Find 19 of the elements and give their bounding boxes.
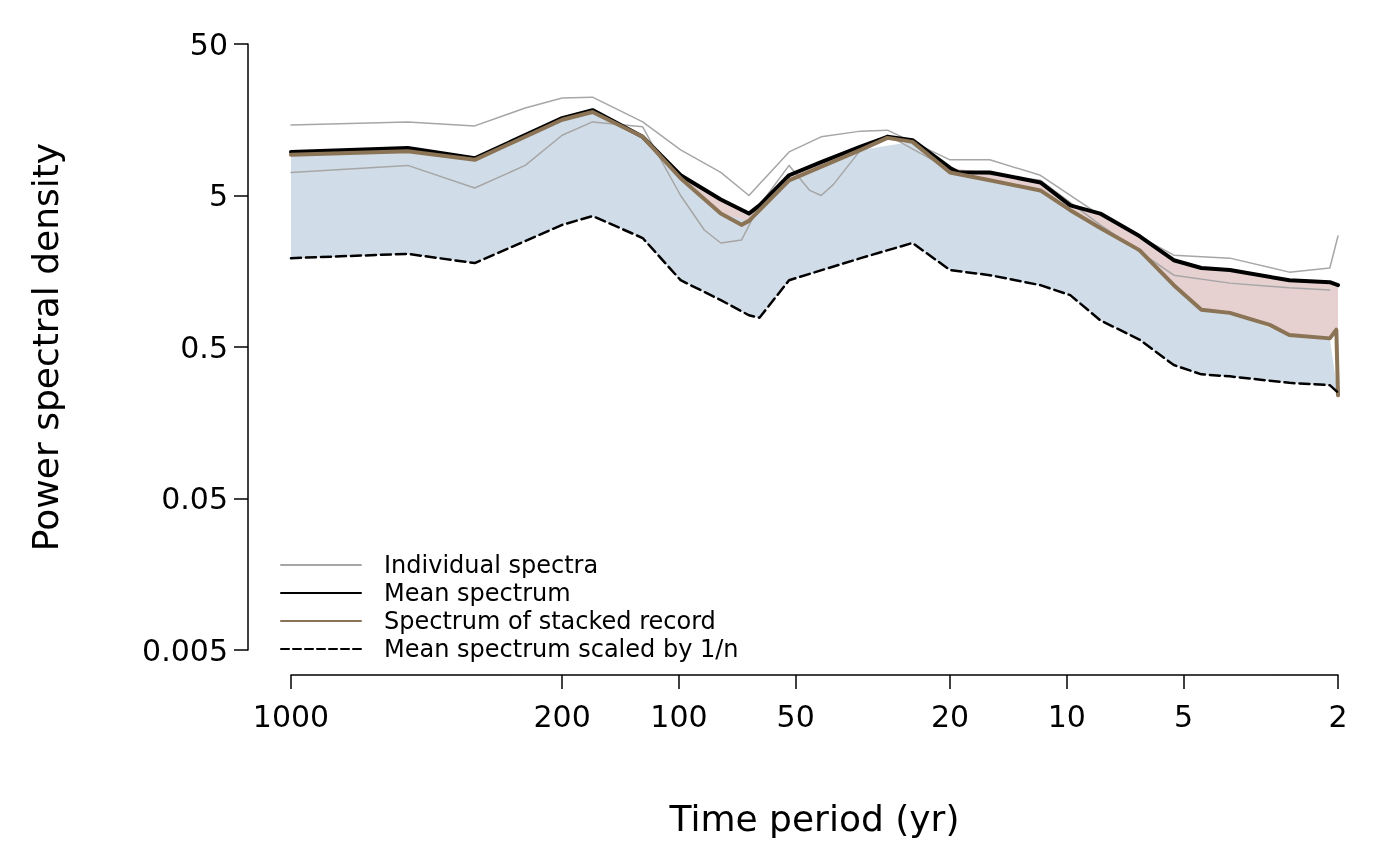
x-tick-label: 200 xyxy=(533,698,591,734)
x-tick-label: 100 xyxy=(650,698,708,734)
x-tick-label: 50 xyxy=(776,698,815,734)
x-tick-label: 1000 xyxy=(252,698,330,734)
y-tick-label: 0.05 xyxy=(161,481,228,516)
y-tick-label: 0.5 xyxy=(180,329,228,365)
y-tick-label: 50 xyxy=(189,26,228,62)
y-tick-label: 5 xyxy=(208,178,228,213)
x-tick-label: 2 xyxy=(1328,698,1348,734)
x-tick-label: 10 xyxy=(1047,698,1086,734)
x-tick-label: 20 xyxy=(930,698,970,734)
x-axis-title: Time period (yr) xyxy=(668,797,960,839)
y-axis-title: Power spectral density xyxy=(24,142,66,552)
x-tick-label: 5 xyxy=(1174,698,1194,734)
legend-label: Individual spectra xyxy=(384,551,599,579)
y-tick-label: 0.005 xyxy=(142,632,228,668)
legend-label: Mean spectrum xyxy=(384,579,571,607)
legend-label: Spectrum of stacked record xyxy=(384,607,716,635)
legend-label: Mean spectrum scaled by 1/n xyxy=(384,635,739,663)
